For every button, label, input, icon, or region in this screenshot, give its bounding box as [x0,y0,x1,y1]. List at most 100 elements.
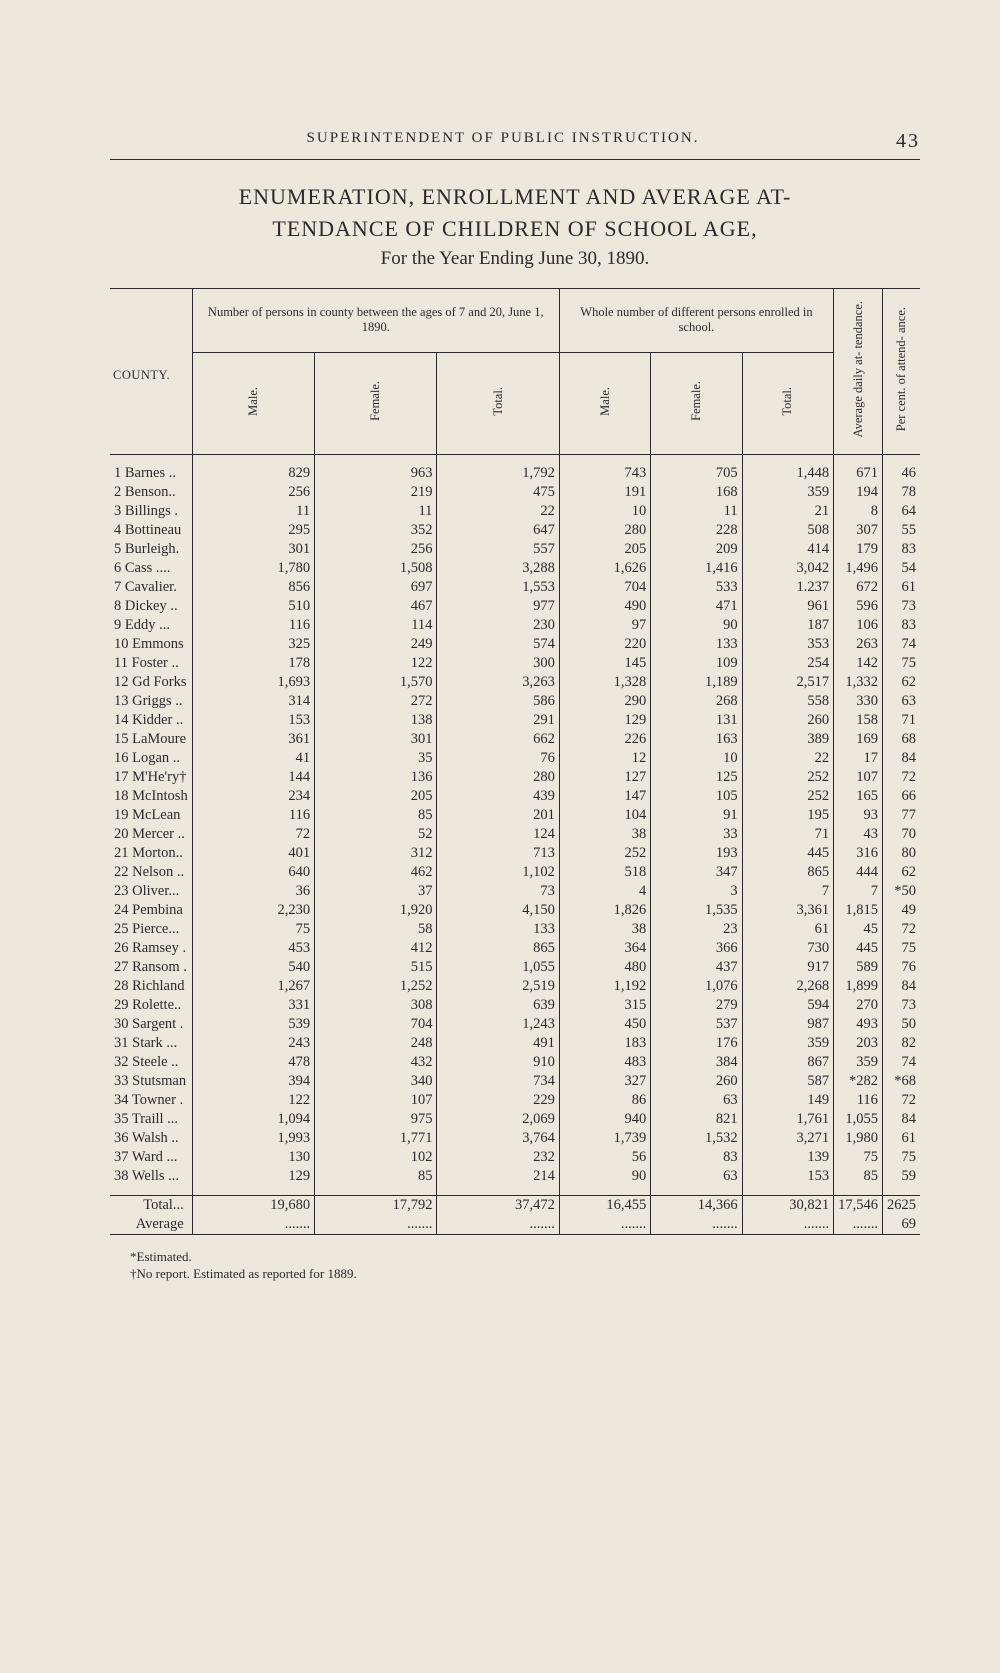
avg-daily: 142 [834,654,883,673]
persons-total: 977 [437,597,559,616]
table-row: 31 Stark ...24324849118317635920382 [110,1034,920,1053]
persons-total: 2,519 [437,977,559,996]
persons-male: 1,780 [192,559,314,578]
county-cell: 15 LaMoure [110,730,192,749]
enrolled-male: 450 [559,1015,650,1034]
enrolled-male: 145 [559,654,650,673]
enrolled-female: 91 [651,806,742,825]
total-pt: 37,472 [437,1195,559,1215]
enrolled-male: 12 [559,749,650,768]
county-cell: 11 Foster .. [110,654,192,673]
persons-female: 1,252 [315,977,437,996]
persons-total: 1,792 [437,454,559,483]
pct-attend: 71 [882,711,920,730]
avg-daily: 671 [834,454,883,483]
enrolled-female: 109 [651,654,742,673]
enrolled-total: 917 [742,958,833,977]
enrolled-male: 127 [559,768,650,787]
total-row: Total... 19,680 17,792 37,472 16,455 14,… [110,1195,920,1215]
enrolled-female: 176 [651,1034,742,1053]
enrolled-female: 131 [651,711,742,730]
persons-female: 1,771 [315,1129,437,1148]
pct-attend: 75 [882,939,920,958]
avg-daily: 165 [834,787,883,806]
avg-daily: 672 [834,578,883,597]
enrolled-total: 558 [742,692,833,711]
enrolled-total: 71 [742,825,833,844]
county-cell: 4 Bottineau [110,521,192,540]
table-row: 17 M'He'ry†14413628012712525210772 [110,768,920,787]
enrolled-male: 97 [559,616,650,635]
avg-pct: 69 [882,1215,920,1235]
enrolled-male: 1,192 [559,977,650,996]
pct-attend: *50 [882,882,920,901]
persons-female: 37 [315,882,437,901]
footnote-estimated: *Estimated. [130,1249,920,1265]
persons-female: 301 [315,730,437,749]
enrolled-total: 594 [742,996,833,1015]
persons-total: 1,055 [437,958,559,977]
persons-male: 256 [192,483,314,502]
avg-daily: 116 [834,1091,883,1110]
col-enrolled-female: Female. [651,352,742,454]
county-cell: 20 Mercer .. [110,825,192,844]
main-title-line2: TENDANCE OF CHILDREN OF SCHOOL AGE, [110,216,920,242]
persons-male: 540 [192,958,314,977]
avg-daily: 8 [834,502,883,521]
enrolled-female: 90 [651,616,742,635]
enrolled-male: 56 [559,1148,650,1167]
persons-male: 144 [192,768,314,787]
persons-male: 301 [192,540,314,559]
county-cell: 19 McLean [110,806,192,825]
enrolled-total: 1,761 [742,1110,833,1129]
persons-female: 312 [315,844,437,863]
avg-daily: 1,815 [834,901,883,920]
avg-daily: 307 [834,521,883,540]
table-row: 18 McIntosh23420543914710525216566 [110,787,920,806]
persons-female: 256 [315,540,437,559]
county-cell: 3 Billings . [110,502,192,521]
enumeration-table: COUNTY. Number of persons in county betw… [110,288,920,1235]
persons-total: 491 [437,1034,559,1053]
enrolled-total: 587 [742,1072,833,1091]
persons-male: 116 [192,616,314,635]
enrolled-female: 63 [651,1167,742,1196]
average-row: Average ....... ....... ....... ....... … [110,1215,920,1235]
county-cell: 7 Cavalier. [110,578,192,597]
avg-avg: ....... [834,1215,883,1235]
table-row: 35 Traill ...1,0949752,0699408211,7611,0… [110,1110,920,1129]
avg-em: ....... [559,1215,650,1235]
table-row: 36 Walsh ..1,9931,7713,7641,7391,5323,27… [110,1129,920,1148]
enrolled-total: 3,271 [742,1129,833,1148]
county-cell: 5 Burleigh. [110,540,192,559]
table-row: 23 Oliver...3637734377*50 [110,882,920,901]
table-body: 1 Barnes ..8299631,7927437051,448671462 … [110,454,920,1195]
enrolled-female: 537 [651,1015,742,1034]
enrolled-total: 1,448 [742,454,833,483]
table-row: 24 Pembina2,2301,9204,1501,8261,5353,361… [110,901,920,920]
persons-male: 116 [192,806,314,825]
avg-daily: *282 [834,1072,883,1091]
col-persons-male: Male. [192,352,314,454]
avg-pt: ....... [437,1215,559,1235]
persons-female: 462 [315,863,437,882]
county-cell: 37 Ward ... [110,1148,192,1167]
pct-attend: 72 [882,920,920,939]
persons-male: 153 [192,711,314,730]
enrolled-total: 61 [742,920,833,939]
table-row: 28 Richland1,2671,2522,5191,1921,0762,26… [110,977,920,996]
enrolled-male: 704 [559,578,650,597]
avg-daily: 316 [834,844,883,863]
running-title: SUPERINTENDENT OF PUBLIC INSTRUCTION. [110,130,896,153]
enrolled-total: 21 [742,502,833,521]
enrolled-total: 3,361 [742,901,833,920]
col-pct: Per cent. of attend- ance. [882,289,920,455]
persons-total: 734 [437,1072,559,1091]
enrolled-total: 260 [742,711,833,730]
persons-male: 122 [192,1091,314,1110]
county-cell: 8 Dickey .. [110,597,192,616]
county-cell: 12 Gd Forks [110,673,192,692]
enrolled-male: 226 [559,730,650,749]
enrolled-female: 83 [651,1148,742,1167]
enrolled-female: 268 [651,692,742,711]
